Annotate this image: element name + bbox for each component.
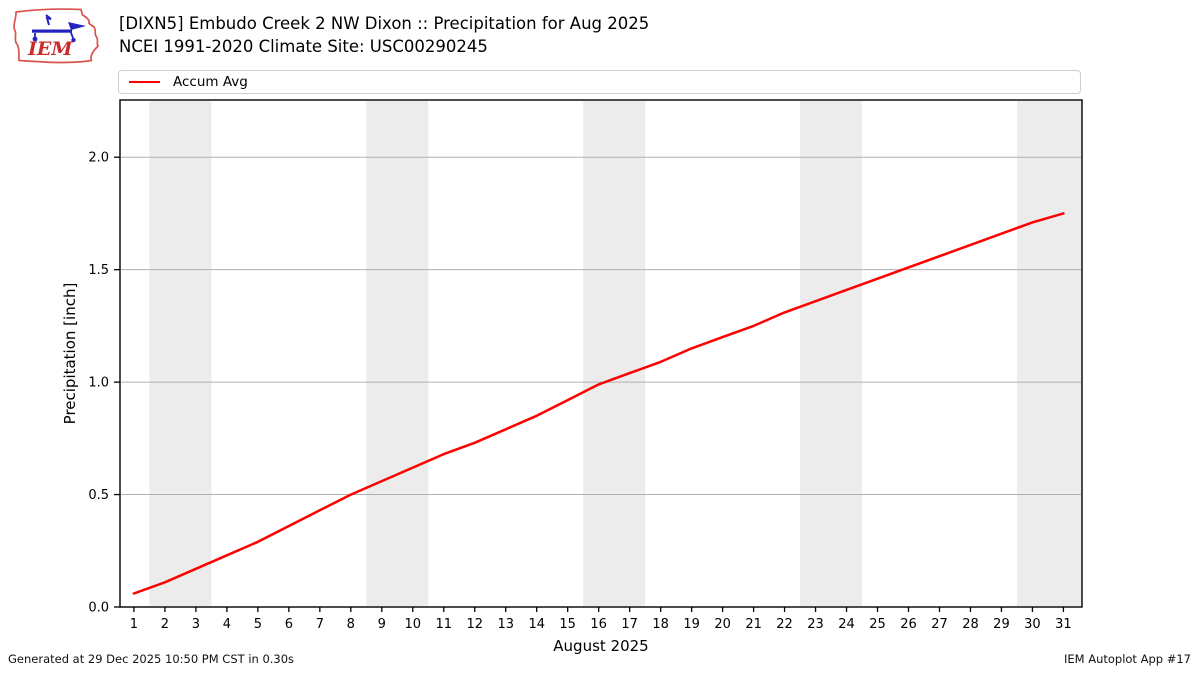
iowa-outline-icon (13, 8, 99, 64)
x-tick-label: 1 (130, 617, 138, 632)
x-tick-label: 11 (435, 617, 452, 632)
x-tick-label: 7 (316, 617, 324, 632)
x-tick-label: 22 (776, 617, 793, 632)
weekend-band (800, 101, 863, 606)
weather-vane-icon (32, 14, 86, 43)
x-tick-label: 23 (807, 617, 824, 632)
x-tick-label: 9 (378, 617, 386, 632)
x-tick-label: 30 (1024, 617, 1041, 632)
x-tick-label: 19 (683, 617, 700, 632)
chart-title-block: [DIXN5] Embudo Creek 2 NW Dixon :: Preci… (119, 13, 649, 58)
y-tick-label: 0.5 (88, 488, 109, 503)
x-axis-label: August 2025 (553, 637, 648, 655)
x-tick-label: 2 (161, 617, 169, 632)
x-tick-label: 29 (993, 617, 1010, 632)
legend-item-label: Accum Avg (173, 74, 248, 90)
y-tick-label: 1.0 (88, 376, 109, 391)
iem-logo: IEM (13, 8, 99, 64)
plot-border (119, 99, 1083, 608)
weekend-band (583, 101, 646, 606)
x-tick-label: 14 (528, 617, 545, 632)
x-tick-label: 21 (745, 617, 762, 632)
x-tick-label: 27 (931, 617, 948, 632)
app-credit: IEM Autoplot App #17 (1063, 652, 1191, 666)
x-tick-label: 15 (559, 617, 576, 632)
weekend-band (1016, 101, 1082, 606)
x-tick-label: 17 (621, 617, 638, 632)
y-tick-label: 1.5 (88, 263, 109, 278)
page-subtitle: NCEI 1991-2020 Climate Site: USC00290245 (119, 36, 488, 56)
x-tick-label: 10 (405, 617, 422, 632)
x-tick-label: 24 (838, 617, 855, 632)
logo-wordmark: IEM (27, 38, 73, 60)
x-tick-label: 31 (1055, 617, 1072, 632)
x-tick-label: 4 (223, 617, 231, 632)
weekend-band (149, 101, 212, 606)
x-tick-label: 16 (590, 617, 607, 632)
x-tick-label: 12 (466, 617, 483, 632)
legend: Accum Avg (118, 70, 1081, 94)
x-tick-label: 5 (254, 617, 262, 632)
x-tick-label: 20 (714, 617, 731, 632)
x-tick-label: 28 (962, 617, 979, 632)
x-tick-label: 6 (285, 617, 293, 632)
x-tick-label: 18 (652, 617, 669, 632)
y-axis-label: Precipitation [inch] (61, 283, 79, 425)
x-tick-label: 26 (900, 617, 917, 632)
y-tick-label: 2.0 (88, 151, 109, 166)
x-tick-label: 3 (192, 617, 200, 632)
page-title: [DIXN5] Embudo Creek 2 NW Dixon :: Preci… (119, 14, 650, 33)
accum-avg-line (132, 212, 1065, 595)
legend-line-swatch (129, 81, 160, 83)
generated-timestamp: Generated at 29 Dec 2025 10:50 PM CST in… (8, 652, 295, 666)
x-tick-label: 25 (869, 617, 886, 632)
weekend-band (366, 101, 429, 606)
y-tick-label: 0.0 (88, 601, 109, 616)
x-tick-label: 8 (347, 617, 355, 632)
x-tick-label: 13 (497, 617, 514, 632)
